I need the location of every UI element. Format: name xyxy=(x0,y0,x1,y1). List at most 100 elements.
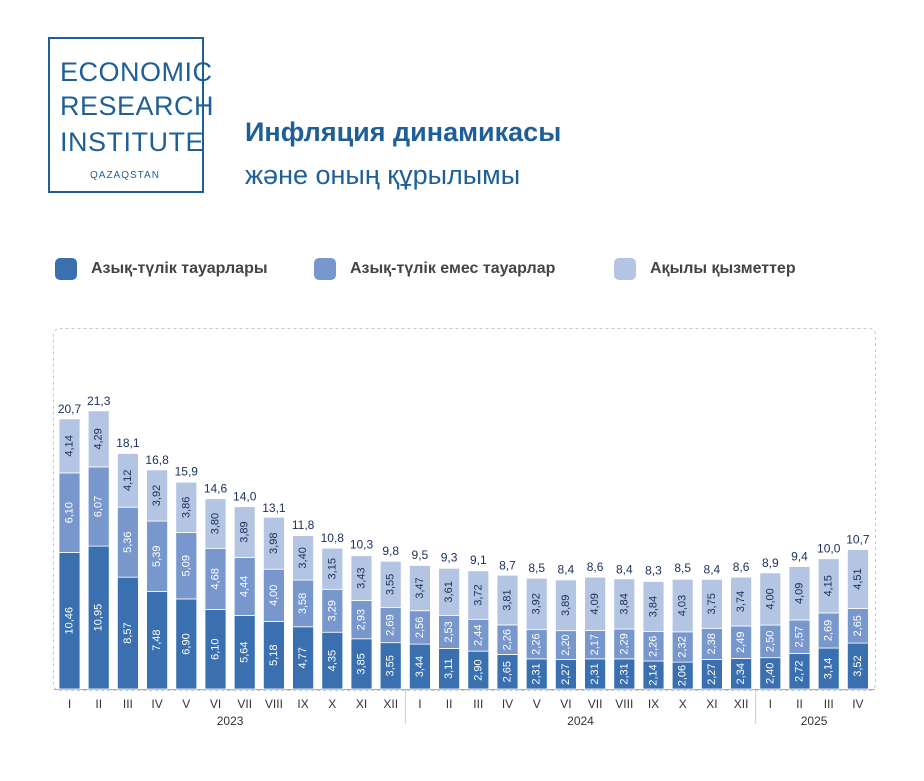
legend-label-nonfood: Азық-түлік емес тауарлар xyxy=(350,260,556,277)
x-tick-label-6: VII xyxy=(237,697,252,711)
data-label-s1-9: 3,29 xyxy=(326,600,338,621)
data-label-s2-14: 3,72 xyxy=(472,584,484,605)
data-label-s1-11: 2,69 xyxy=(385,614,397,635)
legend-item-services: Ақылы қызметтер xyxy=(614,258,796,280)
legend-item-food: Азық-түлік тауарлары xyxy=(55,258,268,280)
data-label-s1-17: 2,20 xyxy=(560,634,572,655)
data-label-s2-0: 4,14 xyxy=(64,435,76,456)
legend-swatch-food xyxy=(55,258,77,280)
data-label-s1-10: 2,93 xyxy=(356,609,368,630)
data-label-s2-24: 4,00 xyxy=(764,588,776,609)
bar-segment-s2-8 xyxy=(292,535,315,581)
bar-segment-s2-14 xyxy=(467,570,490,620)
data-label-s1-21: 2,32 xyxy=(677,636,689,657)
data-label-s0-1: 10,95 xyxy=(93,604,105,632)
data-label-s0-16: 2,31 xyxy=(531,663,543,684)
x-tick-label-21: X xyxy=(679,697,687,711)
data-label-s0-25: 2,72 xyxy=(794,661,806,682)
bar-segment-s2-10 xyxy=(350,555,373,601)
data-label-s1-8: 3,58 xyxy=(297,593,309,614)
logo-sub: QAZAQSTAN xyxy=(90,170,160,181)
x-tick-label-16: V xyxy=(533,697,541,711)
year-label-2: 2025 xyxy=(801,714,828,728)
total-label-6: 14,0 xyxy=(233,489,257,503)
x-tick-label-18: VII xyxy=(588,697,603,711)
data-label-s1-18: 2,17 xyxy=(589,634,601,655)
data-label-s1-12: 2,56 xyxy=(414,617,426,638)
data-label-s0-6: 5,64 xyxy=(239,641,251,662)
data-label-s2-6: 3,89 xyxy=(239,521,251,542)
total-label-3: 16,8 xyxy=(145,453,169,467)
total-label-5: 14,6 xyxy=(204,481,228,495)
year-label-1: 2024 xyxy=(567,714,594,728)
x-tick-label-26: III xyxy=(824,697,834,711)
total-label-2: 18,1 xyxy=(116,436,140,450)
data-label-s1-0: 6,10 xyxy=(64,502,76,523)
legend: Азық-түлік тауарлары Азық-түлік емес тау… xyxy=(0,258,924,288)
x-tick-label-7: VIII xyxy=(265,697,283,711)
data-label-s1-4: 5,09 xyxy=(180,555,192,576)
data-label-s0-19: 2,31 xyxy=(618,663,630,684)
x-tick-label-1: II xyxy=(95,697,102,711)
data-label-s1-3: 5,39 xyxy=(151,546,163,567)
data-label-s1-2: 5,36 xyxy=(122,531,134,552)
bar-segment-s2-15 xyxy=(496,574,519,626)
logo-line-1: ECONOMIC xyxy=(60,57,213,87)
total-label-8: 11,8 xyxy=(292,518,315,532)
data-label-s2-22: 3,75 xyxy=(706,593,718,614)
data-label-s2-9: 3,15 xyxy=(326,558,338,579)
bar-segment-s2-0 xyxy=(58,418,81,474)
total-label-25: 9,4 xyxy=(791,549,808,563)
data-label-s0-7: 5,18 xyxy=(268,644,280,665)
data-label-s0-24: 2,40 xyxy=(764,663,776,684)
total-label-26: 10,0 xyxy=(817,542,841,556)
data-label-s2-17: 3,89 xyxy=(560,595,572,616)
data-label-s0-3: 7,48 xyxy=(151,629,163,650)
x-tick-label-8: IX xyxy=(297,697,308,711)
legend-swatch-nonfood xyxy=(314,258,336,280)
plot-frame xyxy=(53,328,876,691)
data-label-s0-21: 2,06 xyxy=(677,665,689,686)
data-label-s2-21: 4,03 xyxy=(677,595,689,616)
data-label-s0-11: 3,55 xyxy=(385,655,397,676)
data-label-s2-2: 4,12 xyxy=(122,470,134,491)
data-label-s2-5: 3,80 xyxy=(210,513,222,534)
total-label-17: 8,4 xyxy=(558,562,575,576)
x-tick-label-17: VI xyxy=(560,697,571,711)
bar-segment-s2-22 xyxy=(701,578,723,629)
data-label-s0-26: 3,14 xyxy=(823,658,835,679)
x-tick-label-5: VI xyxy=(210,697,221,711)
total-label-23: 8,6 xyxy=(733,560,750,574)
bar-segment-s2-23 xyxy=(730,576,752,627)
data-label-s0-23: 2,34 xyxy=(735,663,747,684)
bar-segment-s2-27 xyxy=(847,549,869,609)
data-label-s1-24: 2,50 xyxy=(764,631,776,652)
bar-segment-s2-13 xyxy=(438,567,461,616)
bar-segment-s2-9 xyxy=(321,547,344,590)
logo: ECONOMIC RESEARCH INSTITUTE QAZAQSTAN xyxy=(48,37,214,193)
total-label-18: 8,6 xyxy=(587,560,604,574)
bar-segment-s2-1 xyxy=(87,410,110,468)
data-label-s1-27: 2,65 xyxy=(852,615,864,636)
total-label-15: 8,7 xyxy=(499,558,516,572)
data-label-s2-23: 3,74 xyxy=(735,591,747,612)
data-label-s1-19: 2,29 xyxy=(618,633,630,654)
data-label-s1-15: 2,26 xyxy=(502,629,514,650)
x-tick-label-22: XI xyxy=(706,697,717,711)
data-label-s2-18: 4,09 xyxy=(589,593,601,614)
x-tick-label-11: XII xyxy=(383,697,398,711)
bar-segment-s2-20 xyxy=(642,581,665,632)
data-label-s1-20: 2,26 xyxy=(648,636,660,657)
data-label-s0-9: 4,35 xyxy=(326,650,338,671)
bar-segment-s2-16 xyxy=(525,577,548,630)
x-tick-label-23: XII xyxy=(734,697,749,711)
data-label-s1-14: 2,44 xyxy=(472,625,484,646)
x-tick-label-12: I xyxy=(418,697,421,711)
legend-swatch-services xyxy=(614,258,636,280)
bar-segment-s2-25 xyxy=(788,566,811,621)
data-label-s2-16: 3,92 xyxy=(531,593,543,614)
data-label-s1-5: 4,68 xyxy=(210,568,222,589)
data-label-s2-27: 4,51 xyxy=(852,568,864,589)
total-label-13: 9,3 xyxy=(441,551,458,565)
